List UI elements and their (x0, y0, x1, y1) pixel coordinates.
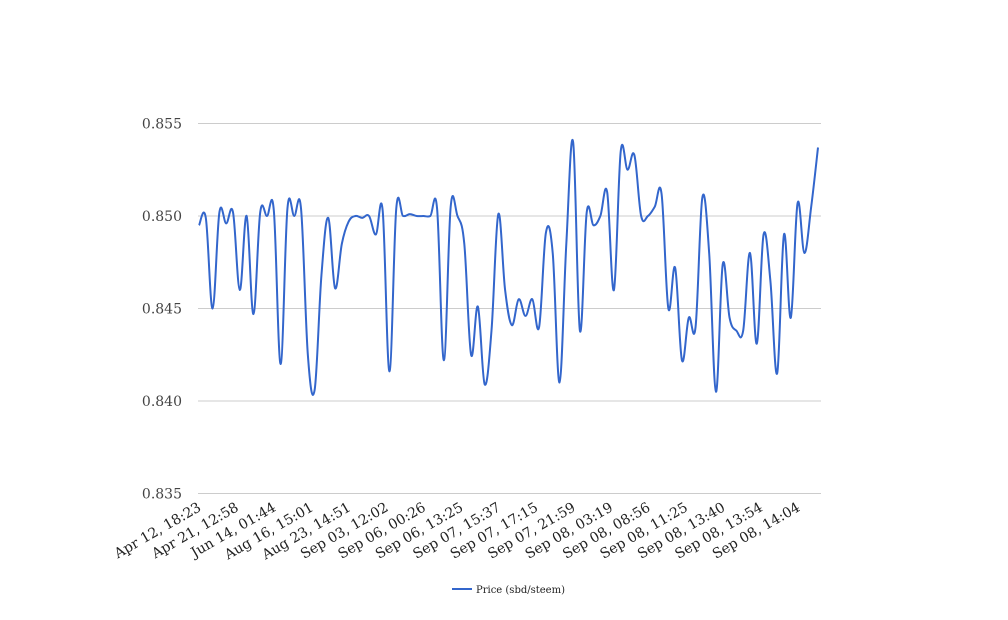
y-tick-label: 0.840 (142, 394, 182, 410)
y-axis-ticks: 0.835 0.840 0.845 0.850 0.855 (142, 117, 182, 503)
legend-label: Price (sbd/steem) (476, 585, 565, 596)
y-tick-label: 0.835 (142, 487, 182, 503)
y-tick-label: 0.850 (142, 209, 182, 225)
y-tick-label: 0.855 (142, 117, 182, 133)
series-layer (198, 138, 819, 396)
legend: Price (sbd/steem) (452, 585, 565, 596)
series-line-price (198, 138, 819, 396)
y-tick-label: 0.845 (142, 302, 182, 318)
